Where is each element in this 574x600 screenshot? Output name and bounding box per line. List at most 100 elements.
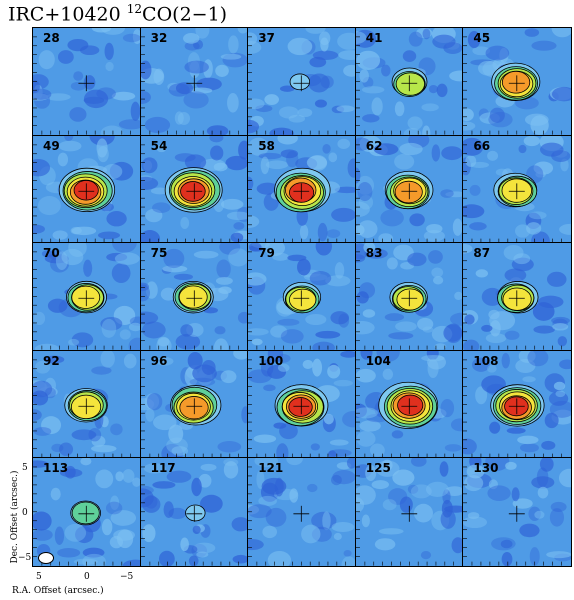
- noise-blob: [189, 87, 212, 94]
- noise-blob: [220, 198, 244, 210]
- noise-blob: [96, 137, 108, 158]
- noise-blob: [179, 324, 193, 337]
- noise-blob: [325, 275, 351, 287]
- noise-blob: [240, 406, 248, 424]
- noise-blob: [431, 143, 440, 162]
- noise-blob: [407, 485, 419, 495]
- noise-blob: [475, 386, 488, 404]
- noise-blob: [541, 440, 556, 450]
- channel-panel: 100: [248, 350, 356, 459]
- noise-blob: [326, 228, 341, 238]
- noise-blob: [546, 551, 571, 559]
- channel-image: [248, 458, 355, 566]
- noise-blob: [485, 458, 510, 472]
- noise-blob: [320, 75, 334, 89]
- noise-blob: [330, 439, 349, 446]
- noise-blob: [440, 188, 454, 198]
- velocity-label: 62: [365, 138, 383, 153]
- noise-blob: [416, 318, 434, 331]
- noise-blob: [276, 443, 289, 458]
- noise-blob: [489, 479, 499, 490]
- velocity-label: 75: [150, 246, 168, 261]
- noise-blob: [420, 551, 431, 560]
- noise-blob: [173, 273, 193, 281]
- noise-blob: [33, 511, 52, 532]
- noise-blob: [427, 358, 439, 378]
- noise-blob: [376, 350, 400, 362]
- noise-blob: [59, 442, 74, 456]
- noise-blob: [399, 496, 413, 514]
- velocity-label: 41: [365, 31, 383, 45]
- noise-blob: [512, 257, 535, 272]
- noise-blob: [110, 423, 123, 436]
- noise-blob: [160, 287, 176, 301]
- noise-blob: [485, 45, 510, 61]
- noise-blob: [183, 91, 209, 109]
- noise-blob: [520, 443, 540, 453]
- noise-blob: [420, 354, 445, 362]
- noise-blob: [524, 28, 540, 37]
- noise-blob: [463, 108, 475, 122]
- noise-blob: [190, 478, 202, 497]
- noise-blob: [448, 70, 463, 82]
- noise-blob: [144, 393, 159, 410]
- noise-blob: [452, 218, 463, 236]
- velocity-label: 117: [150, 461, 176, 476]
- channel-image: [248, 243, 351, 350]
- emission-contour: [289, 288, 317, 311]
- noise-blob: [248, 98, 265, 110]
- noise-blob: [143, 463, 166, 474]
- noise-blob: [192, 542, 215, 554]
- noise-blob: [163, 501, 174, 519]
- channel-panel: 96: [140, 350, 249, 459]
- noise-blob: [515, 224, 531, 238]
- noise-blob: [122, 469, 135, 484]
- noise-blob: [463, 516, 488, 529]
- noise-blob: [439, 461, 449, 478]
- noise-blob: [155, 356, 174, 366]
- noise-blob: [355, 368, 376, 383]
- noise-blob: [519, 350, 537, 363]
- noise-blob: [371, 97, 383, 116]
- noise-blob: [315, 331, 341, 339]
- line-name: CO(2−1): [142, 3, 228, 26]
- noise-blob: [263, 384, 276, 391]
- noise-blob: [209, 145, 223, 161]
- channel-panel: 121: [248, 458, 356, 566]
- noise-blob: [384, 313, 404, 322]
- noise-blob: [361, 86, 385, 94]
- source-name: IRC+10420: [8, 3, 121, 26]
- noise-blob: [146, 392, 162, 411]
- emission-contour: [289, 73, 311, 91]
- noise-blob: [463, 137, 484, 156]
- channel-panel: 117: [140, 458, 249, 566]
- noise-blob: [378, 528, 404, 535]
- noise-blob: [280, 85, 295, 92]
- noise-blob: [356, 175, 374, 195]
- noise-blob: [141, 524, 156, 543]
- noise-blob: [551, 28, 571, 38]
- noise-blob: [559, 223, 571, 235]
- noise-blob: [317, 222, 328, 242]
- noise-blob: [286, 458, 304, 466]
- noise-blob: [371, 480, 389, 490]
- noise-blob: [538, 295, 564, 309]
- y-tick-label: −5: [18, 553, 32, 563]
- channel-image: [140, 458, 248, 566]
- noise-blob: [533, 325, 556, 334]
- noise-blob: [547, 271, 567, 288]
- noise-blob: [115, 471, 124, 482]
- noise-blob: [208, 135, 224, 142]
- channel-panel: 54: [140, 135, 249, 244]
- noise-blob: [403, 127, 422, 135]
- channel-image: [355, 243, 463, 350]
- noise-blob: [232, 350, 248, 360]
- noise-blob: [302, 359, 314, 369]
- velocity-label: 108: [473, 353, 499, 368]
- noise-blob: [559, 469, 571, 488]
- noise-blob: [73, 559, 98, 566]
- noise-blob: [362, 309, 375, 318]
- noise-blob: [272, 252, 290, 262]
- noise-blob: [308, 73, 330, 93]
- channel-image: [355, 28, 463, 135]
